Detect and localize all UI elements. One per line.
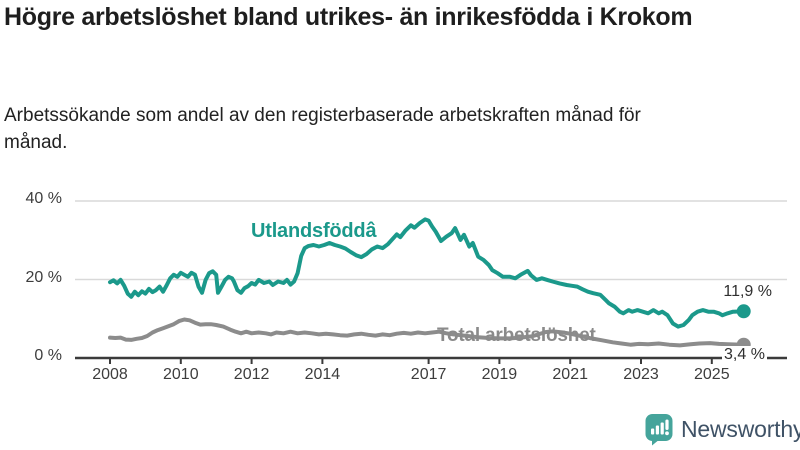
x-tick-label: 2008 (92, 366, 128, 383)
y-tick-label: 40 % (25, 190, 62, 207)
chart-subtitle: Arbetssökande som andel av den registerb… (4, 105, 641, 153)
end-value-label-utlandsfodda: 11,9 % (723, 283, 772, 300)
x-tick-label: 2021 (552, 366, 588, 383)
chart-title: Högre arbetslöshet bland utrikes- än inr… (4, 3, 693, 31)
newsworthy-logo[interactable]: Newsworthy (644, 412, 800, 446)
x-tick-label: 2019 (481, 366, 518, 383)
x-tick-label: 2025 (694, 366, 730, 383)
y-tick-label: 20 % (25, 268, 62, 286)
brand-wordmark: Newsworthy (681, 415, 800, 442)
x-tick-label: 2023 (623, 366, 659, 383)
series-label-total-arbetsloshet: Total arbetslöshet (437, 325, 596, 346)
end-value-label-total-arbetsloshet: 3,4 % (722, 346, 767, 364)
x-tick-label: 2010 (163, 366, 199, 383)
series-line-utlandsf-dda (108, 217, 746, 329)
y-tick-label: 0 % (34, 347, 62, 364)
series-label-utlandsfodda: Utlandsföddâ (251, 220, 377, 242)
x-tick-label: 2012 (233, 366, 270, 383)
series-line-total-arbetsl-shet (108, 317, 746, 348)
endpoint-dot-utlandsf-dda (736, 304, 751, 319)
x-tick-label: 2017 (410, 366, 447, 383)
x-tick-label: 2014 (304, 366, 341, 383)
bar-chart-speech-bubble-icon (645, 414, 673, 446)
